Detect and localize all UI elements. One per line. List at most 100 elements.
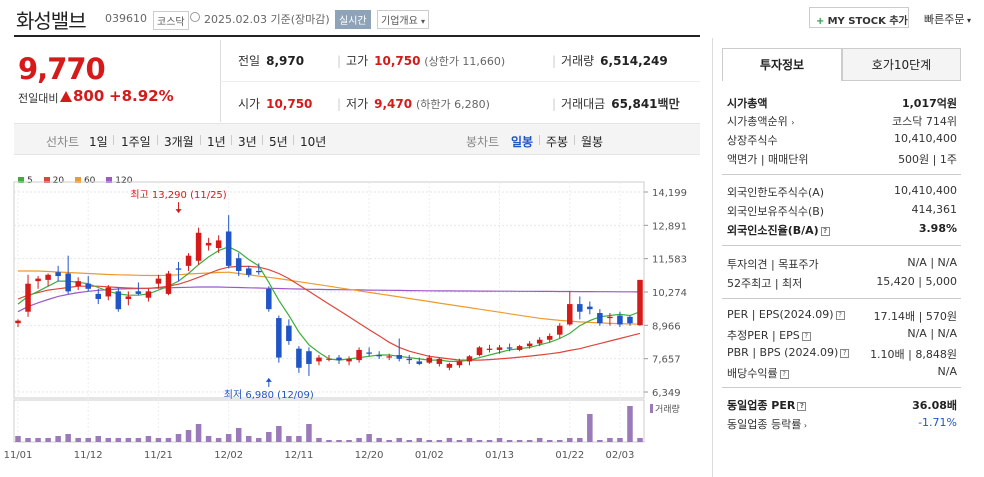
realtime-button[interactable]: 실시간 [335,10,371,29]
stat-label: 저가 [346,97,369,111]
volume-bar [55,436,61,442]
volume-bar [466,438,473,442]
row-value: 10,410,400 [894,184,957,197]
period-3y[interactable]: 3년 [238,135,257,149]
y-tick-label: 8,966 [652,321,681,332]
period-1w[interactable]: 1주일 [121,135,151,149]
candle [587,306,593,310]
stat-label: 거래량 [561,54,595,68]
volume-bar [556,440,563,442]
chevron-right-icon: › [801,421,808,430]
period-10y[interactable]: 10년 [300,135,327,149]
legend-ma60: 60 [83,176,96,186]
period-3m[interactable]: 3개월 [164,135,194,149]
mystock-add-button[interactable]: + MY STOCK 추가 [809,7,909,28]
help-icon[interactable]: ? [820,226,830,236]
tab-invest-info[interactable]: 투자정보 [722,48,842,81]
quick-order-label: 빠른주문 [924,13,965,26]
volume-bar [617,438,623,442]
stat-volume: | 거래량 6,514,249 [552,54,668,68]
candle [145,291,152,298]
tab-orderbook[interactable]: 호가10단계 [842,48,961,81]
volume-bar [266,432,272,442]
candle [185,255,192,266]
row-value: 15,420 | 5,000 [876,275,957,288]
candle [15,320,21,324]
legend-swatch [106,177,113,183]
candle [75,281,81,287]
candle [45,274,51,280]
candle [256,270,262,273]
row-label: 상장주식수 [727,134,778,147]
volume-bar [296,436,302,442]
candle [35,278,41,282]
y-tick-label: 14,199 [652,188,687,199]
panel-divider [712,38,713,477]
chart-legend: 5 20 60 120 [18,176,132,186]
period-1y[interactable]: 1년 [207,135,226,149]
company-overview-label: 기업개요 [381,16,418,27]
y-tick-label: 7,657 [652,355,681,366]
legend-swatch [43,177,50,183]
row-label: 52주최고 | 최저 [727,277,803,290]
candle-daily[interactable]: 일봉 [511,135,534,149]
candle [376,355,382,357]
candle [396,355,402,359]
candle [406,358,413,361]
candle [95,293,102,299]
help-icon[interactable]: ? [835,310,845,320]
help-icon[interactable]: ? [840,348,850,358]
row-label: 외국인한도주식수(A) [727,186,825,199]
candle [205,242,212,246]
candle [125,296,132,299]
candle-monthly[interactable]: 월봉 [581,135,604,149]
help-icon[interactable]: ? [779,369,789,379]
y-tick-label: 11,583 [652,255,687,266]
volume-bar [356,438,362,442]
volume-bar [637,438,643,442]
period-5y[interactable]: 5년 [269,135,288,149]
volume-bar [336,440,342,442]
ma20-line [17,265,641,361]
candle [546,335,553,340]
candle [215,240,222,249]
volume-bar [536,438,543,442]
volume-bar [115,438,122,442]
quick-order-dropdown[interactable]: 빠른주문 ▾ [924,11,971,27]
volume-bar [215,438,222,442]
candle [536,339,543,344]
candle [135,291,142,294]
row-label: 시가총액순위 › [727,115,795,128]
clock-icon [190,12,200,22]
help-icon[interactable]: ? [801,331,811,341]
candle [155,278,162,284]
row-value: N/A [937,365,957,378]
low-arrow-head [265,377,272,382]
volume-bar [316,438,322,442]
volume-bar [366,434,372,442]
candle [55,272,61,277]
stat-value: 65,841 [611,97,658,111]
volume-bar [607,438,613,442]
candle [446,363,453,368]
volume-bar [597,440,603,442]
company-overview-dropdown[interactable]: 기업개요 ▾ [377,10,430,29]
divider [220,81,700,82]
high-annotation: 최고 13,290 (11/25) [130,189,226,201]
candle [225,231,232,266]
volume-bar [516,440,523,442]
candle-weekly[interactable]: 주봉 [546,135,569,149]
ma60-line [18,270,641,325]
price-chart[interactable]: 14,199 12,891 11,583 10,274 8,966 7,657 6,349 1… [0,170,712,477]
candle [627,316,633,324]
change-rate: +8.92% [109,87,174,105]
volume-bar [546,440,553,442]
row-value: 500원 | 1주 [898,153,957,166]
period-1d[interactable]: 1일 [89,135,108,149]
help-icon[interactable]: ? [797,401,807,411]
candle [306,351,312,364]
volume-bar [486,440,493,442]
volume-bar [195,424,202,442]
lower-limit: (하한가 6,280) [415,98,490,111]
candle [25,283,31,312]
